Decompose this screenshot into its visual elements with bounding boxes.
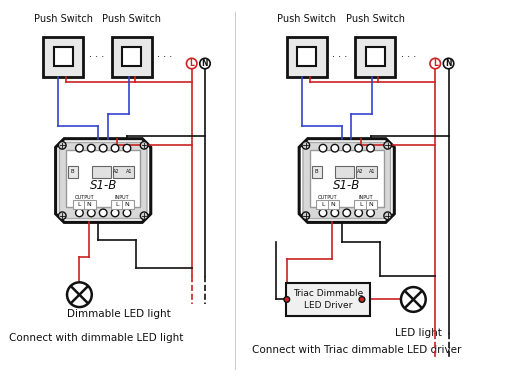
Circle shape bbox=[355, 209, 363, 217]
Polygon shape bbox=[303, 142, 390, 219]
Bar bbox=[310, 150, 384, 207]
Circle shape bbox=[87, 209, 95, 217]
Circle shape bbox=[186, 58, 197, 69]
Circle shape bbox=[401, 287, 426, 312]
FancyBboxPatch shape bbox=[366, 47, 385, 66]
Text: Connect with dimmable LED light: Connect with dimmable LED light bbox=[9, 332, 183, 343]
Circle shape bbox=[359, 296, 365, 302]
Circle shape bbox=[99, 144, 107, 152]
Text: INPUT: INPUT bbox=[359, 195, 373, 200]
Text: A1: A1 bbox=[369, 170, 376, 175]
Text: A1: A1 bbox=[126, 170, 132, 175]
FancyBboxPatch shape bbox=[111, 199, 134, 209]
Circle shape bbox=[384, 212, 391, 220]
FancyBboxPatch shape bbox=[112, 37, 152, 77]
Circle shape bbox=[76, 144, 83, 152]
Text: Push Switch: Push Switch bbox=[102, 14, 161, 24]
Circle shape bbox=[319, 144, 327, 152]
Circle shape bbox=[367, 209, 374, 217]
Text: LED Driver: LED Driver bbox=[304, 301, 352, 310]
Text: B: B bbox=[71, 170, 75, 175]
FancyBboxPatch shape bbox=[355, 199, 377, 209]
Text: N: N bbox=[368, 202, 373, 207]
FancyBboxPatch shape bbox=[316, 199, 339, 209]
Circle shape bbox=[384, 141, 391, 149]
Circle shape bbox=[140, 212, 148, 220]
Text: L: L bbox=[433, 59, 438, 68]
Text: S1-B: S1-B bbox=[89, 179, 117, 192]
FancyBboxPatch shape bbox=[286, 283, 370, 316]
Bar bbox=[113, 166, 134, 178]
Circle shape bbox=[123, 209, 131, 217]
Polygon shape bbox=[299, 139, 394, 222]
Text: L: L bbox=[78, 202, 81, 207]
Text: N: N bbox=[201, 59, 208, 68]
Bar bbox=[312, 166, 322, 178]
Circle shape bbox=[319, 209, 327, 217]
Text: Triac Dimmable: Triac Dimmable bbox=[292, 289, 363, 298]
Circle shape bbox=[123, 144, 131, 152]
Bar bbox=[66, 150, 140, 207]
Circle shape bbox=[443, 58, 454, 69]
Text: A2: A2 bbox=[113, 170, 120, 175]
Circle shape bbox=[87, 144, 95, 152]
Text: LED light: LED light bbox=[395, 328, 441, 338]
Text: OUTPUT: OUTPUT bbox=[74, 195, 94, 200]
Text: · · ·: · · · bbox=[332, 52, 348, 62]
FancyBboxPatch shape bbox=[356, 37, 395, 77]
Text: L: L bbox=[321, 202, 325, 207]
Circle shape bbox=[367, 144, 374, 152]
Text: N: N bbox=[330, 202, 335, 207]
Circle shape bbox=[302, 141, 310, 149]
Text: Push Switch: Push Switch bbox=[34, 14, 93, 24]
Circle shape bbox=[99, 209, 107, 217]
Text: · · ·: · · · bbox=[89, 52, 104, 62]
Circle shape bbox=[343, 144, 350, 152]
Bar bbox=[68, 166, 78, 178]
Text: INPUT: INPUT bbox=[115, 195, 129, 200]
FancyBboxPatch shape bbox=[73, 199, 95, 209]
Text: · · ·: · · · bbox=[401, 52, 416, 62]
Text: · · ·: · · · bbox=[158, 52, 173, 62]
Text: Push Switch: Push Switch bbox=[346, 14, 405, 24]
Text: L: L bbox=[359, 202, 363, 207]
Circle shape bbox=[140, 141, 148, 149]
Polygon shape bbox=[60, 142, 147, 219]
Text: L: L bbox=[116, 202, 119, 207]
Circle shape bbox=[67, 282, 92, 307]
Text: Push Switch: Push Switch bbox=[277, 14, 336, 24]
Circle shape bbox=[59, 141, 66, 149]
Text: L: L bbox=[189, 59, 194, 68]
FancyBboxPatch shape bbox=[297, 47, 316, 66]
Circle shape bbox=[331, 144, 339, 152]
Circle shape bbox=[200, 58, 210, 69]
Bar bbox=[356, 166, 377, 178]
FancyBboxPatch shape bbox=[54, 47, 73, 66]
FancyBboxPatch shape bbox=[43, 37, 83, 77]
Text: A2: A2 bbox=[357, 170, 363, 175]
Circle shape bbox=[111, 144, 119, 152]
Circle shape bbox=[111, 209, 119, 217]
Text: N: N bbox=[86, 202, 91, 207]
Circle shape bbox=[284, 296, 290, 302]
Polygon shape bbox=[56, 139, 151, 222]
FancyBboxPatch shape bbox=[287, 37, 327, 77]
Text: B: B bbox=[315, 170, 318, 175]
Circle shape bbox=[343, 209, 350, 217]
Text: N: N bbox=[445, 59, 452, 68]
Text: Connect with Triac dimmable LED driver: Connect with Triac dimmable LED driver bbox=[251, 345, 461, 355]
Circle shape bbox=[331, 209, 339, 217]
Text: S1-B: S1-B bbox=[333, 179, 361, 192]
Text: N: N bbox=[125, 202, 129, 207]
Text: OUTPUT: OUTPUT bbox=[318, 195, 337, 200]
Bar bbox=[92, 166, 111, 178]
Circle shape bbox=[355, 144, 363, 152]
Circle shape bbox=[430, 58, 440, 69]
Circle shape bbox=[59, 212, 66, 220]
Bar bbox=[335, 166, 355, 178]
Circle shape bbox=[76, 209, 83, 217]
Circle shape bbox=[302, 212, 310, 220]
Text: Dimmable LED light: Dimmable LED light bbox=[67, 309, 171, 319]
FancyBboxPatch shape bbox=[122, 47, 141, 66]
